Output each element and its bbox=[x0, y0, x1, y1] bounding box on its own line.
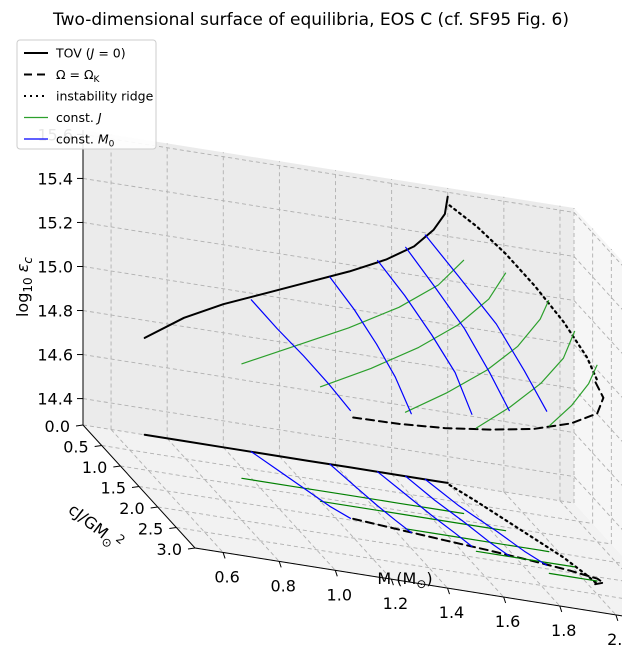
const-m0-curve-projection bbox=[377, 471, 473, 548]
y-tick-label: 1.0 bbox=[82, 458, 107, 477]
y-tick-label: 3.0 bbox=[157, 540, 182, 559]
legend-label: TOV (J = 0) bbox=[55, 46, 126, 61]
z-tick-label: 15.0 bbox=[37, 257, 73, 276]
x-tick bbox=[222, 552, 226, 559]
grid-line bbox=[82, 354, 575, 433]
const-m0-curve-projection bbox=[405, 475, 510, 557]
legend-frame bbox=[16, 39, 157, 150]
const-j-curve bbox=[404, 300, 550, 413]
z-tick-label: 14.4 bbox=[37, 390, 73, 409]
const-m0-curve-projection bbox=[250, 451, 351, 519]
legend-label: instability ridge bbox=[56, 89, 154, 104]
x-tick-label: 0.8 bbox=[270, 576, 295, 595]
x-tick bbox=[278, 561, 282, 568]
x-tick-label: 1.6 bbox=[495, 612, 520, 631]
grid-line bbox=[157, 506, 622, 582]
const-m0-curve bbox=[250, 299, 351, 412]
grid-line bbox=[120, 465, 612, 545]
z-axis-label: log10 εc bbox=[13, 257, 35, 317]
grid-line bbox=[82, 398, 575, 478]
y-tick bbox=[150, 506, 158, 509]
y-tick-label: 2.5 bbox=[138, 520, 163, 539]
y-tick bbox=[187, 547, 196, 550]
x-tick bbox=[334, 570, 338, 577]
grid-line bbox=[82, 266, 575, 345]
x-tick-label: 2.0 bbox=[607, 630, 622, 645]
x-tick-label: 1.8 bbox=[551, 621, 576, 640]
grid-line bbox=[176, 527, 622, 599]
legend-label: const. J bbox=[56, 110, 102, 125]
grid-line bbox=[82, 177, 575, 257]
const-m0-curve bbox=[405, 246, 510, 412]
x-tick-label: 1.0 bbox=[327, 585, 352, 604]
const-m0-curve bbox=[424, 234, 548, 412]
z-tick-label: 14.6 bbox=[37, 346, 73, 365]
const-j-curve bbox=[548, 364, 598, 427]
x-tick-label: 1.4 bbox=[439, 603, 464, 622]
const-m0-curve-projection bbox=[329, 463, 412, 534]
instability-ridge-curve-projection bbox=[448, 483, 600, 586]
x-tick bbox=[390, 579, 394, 586]
const-m0-curve bbox=[329, 276, 412, 415]
y-tick bbox=[75, 424, 84, 427]
z-tick-label: 15.4 bbox=[37, 169, 73, 188]
const-j-curve-projection bbox=[404, 528, 550, 553]
back-pane bbox=[83, 130, 574, 503]
axis-panes bbox=[83, 130, 622, 616]
grid-line bbox=[82, 310, 575, 389]
chart-title: Two-dimensional surface of equilibria, E… bbox=[52, 10, 569, 30]
x-tick bbox=[559, 605, 563, 613]
grid-line bbox=[82, 222, 575, 301]
const-m0-curve-projection bbox=[424, 478, 548, 566]
floor-pane bbox=[83, 425, 622, 616]
x-axis-line bbox=[194, 547, 622, 617]
y-tick-label: 0.0 bbox=[45, 417, 70, 436]
legend: TOV (J = 0) Ω = ΩK instability ridge const.… bbox=[16, 39, 157, 150]
y-axis-label: cJ/GM⊙2 bbox=[63, 497, 128, 555]
grid-line bbox=[82, 133, 575, 213]
kepler-curve-projection bbox=[352, 517, 605, 586]
y-tick-label: 1.5 bbox=[101, 479, 126, 498]
x-tick bbox=[447, 587, 450, 595]
legend-label: const. M0 bbox=[56, 132, 115, 150]
const-m0-curve bbox=[377, 259, 473, 415]
tov-curve-projection bbox=[143, 433, 449, 484]
z-tick-label: 15.2 bbox=[37, 213, 73, 232]
tick-labels: 0.60.81.01.21.41.61.82.02.20.00.51.01.52… bbox=[37, 125, 622, 648]
const-j-curve bbox=[475, 330, 576, 429]
const-j-curve bbox=[319, 272, 507, 388]
legend-label: Ω = ΩK bbox=[56, 67, 101, 85]
x-tick bbox=[615, 614, 619, 622]
y-tick bbox=[94, 445, 102, 447]
grid-line bbox=[101, 445, 593, 524]
instability-ridge-curve bbox=[448, 204, 600, 384]
const-j-curve-projection bbox=[241, 477, 465, 515]
y-tick-label: 2.0 bbox=[119, 499, 144, 518]
y-tick bbox=[169, 527, 177, 529]
side-pane bbox=[574, 208, 622, 556]
const-j-curve-projection bbox=[548, 572, 598, 582]
y-tick bbox=[113, 465, 121, 468]
x-tick bbox=[503, 596, 507, 604]
y-tick-label: 0.5 bbox=[63, 438, 88, 457]
data-curves bbox=[143, 195, 605, 586]
x-tick-label: 1.2 bbox=[383, 594, 408, 613]
z-tick-label: 14.8 bbox=[37, 302, 73, 321]
const-j-curve bbox=[241, 259, 465, 365]
tov-curve bbox=[143, 195, 449, 339]
x-tick-label: 0.6 bbox=[214, 567, 239, 586]
y-tick bbox=[131, 486, 140, 488]
